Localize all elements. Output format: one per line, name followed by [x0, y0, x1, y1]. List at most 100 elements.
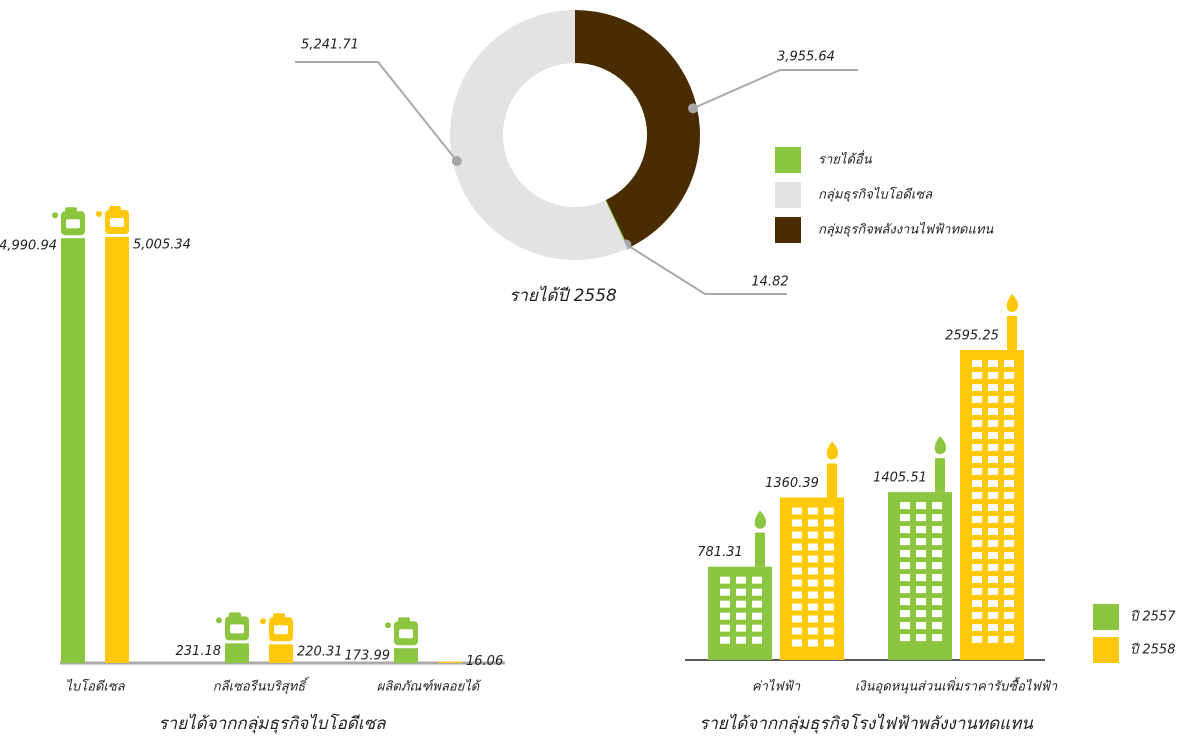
window [824, 615, 834, 623]
window [808, 579, 818, 587]
window [808, 555, 818, 563]
window [1004, 420, 1014, 427]
window [972, 600, 982, 607]
window [932, 586, 942, 594]
window [1004, 384, 1014, 391]
value-label: 220.31 [297, 645, 343, 660]
window [824, 531, 834, 539]
window [988, 420, 998, 427]
window [824, 519, 834, 527]
window [808, 591, 818, 599]
window [972, 588, 982, 595]
window [972, 396, 982, 403]
window [720, 636, 730, 644]
window [900, 538, 910, 546]
window [1004, 600, 1014, 607]
window [824, 507, 834, 515]
legend-swatch [1093, 604, 1119, 630]
icon [229, 612, 241, 618]
window [792, 507, 802, 515]
window [792, 603, 802, 611]
window [1004, 588, 1014, 595]
window [792, 567, 802, 575]
window [808, 507, 818, 515]
window [900, 586, 910, 594]
power-title: รายได้จากกลุ่มธุรกิจโรงไฟฟ้าพลังงานทดแทน [699, 713, 1033, 734]
window [1004, 636, 1014, 643]
window [988, 360, 998, 367]
window [988, 540, 998, 547]
window [824, 543, 834, 551]
bar [438, 661, 462, 663]
window [972, 384, 982, 391]
value-label: 4,990.94 [0, 239, 57, 254]
window [792, 543, 802, 551]
window [1004, 468, 1014, 475]
window [1004, 408, 1014, 415]
window [988, 480, 998, 487]
window [736, 588, 746, 596]
window [1004, 492, 1014, 499]
window [736, 636, 746, 644]
x-tick-label: ค่าไฟฟ้า [752, 679, 801, 695]
window [900, 514, 910, 522]
window [824, 567, 834, 575]
window [972, 480, 982, 487]
window [988, 396, 998, 403]
value-label: 3,955.64 [777, 50, 835, 65]
window [916, 550, 926, 558]
legend-swatch [775, 147, 801, 173]
window [1004, 396, 1014, 403]
bar [394, 648, 418, 663]
x-tick-label: ผลิตภัณฑ์พลอยได้ [377, 679, 482, 695]
icon [273, 613, 285, 619]
value-label: 5,241.71 [301, 38, 359, 53]
icon [1007, 316, 1017, 350]
icon [935, 458, 945, 493]
window [988, 636, 998, 643]
window [916, 634, 926, 642]
window [988, 612, 998, 619]
value-label: 5,005.34 [133, 238, 191, 253]
window [1004, 504, 1014, 511]
window [808, 567, 818, 575]
window [932, 550, 942, 558]
window [1004, 624, 1014, 631]
window [988, 600, 998, 607]
window [900, 526, 910, 534]
value-label: 173.99 [345, 649, 391, 664]
window [736, 576, 746, 584]
window [1004, 372, 1014, 379]
window [808, 627, 818, 635]
window [988, 432, 998, 439]
icon [65, 207, 77, 213]
icon [260, 618, 266, 625]
value-label: 14.82 [751, 275, 788, 290]
window [752, 588, 762, 596]
icon [398, 617, 410, 623]
window [988, 564, 998, 571]
window [752, 600, 762, 608]
legend-swatch [775, 217, 801, 243]
icon [96, 211, 102, 217]
donut-slice [449, 10, 628, 260]
window [736, 612, 746, 620]
window [972, 444, 982, 451]
window [988, 372, 998, 379]
bar [105, 237, 129, 663]
window [988, 444, 998, 451]
window [792, 591, 802, 599]
window [900, 610, 910, 618]
leader-line [692, 69, 858, 110]
window [900, 550, 910, 558]
window [900, 574, 910, 582]
window [792, 639, 802, 647]
window [988, 624, 998, 631]
leader-line [295, 61, 458, 162]
window [932, 622, 942, 630]
window [932, 610, 942, 618]
window [808, 519, 818, 527]
icon [934, 436, 947, 455]
legend-swatch [1093, 637, 1119, 663]
